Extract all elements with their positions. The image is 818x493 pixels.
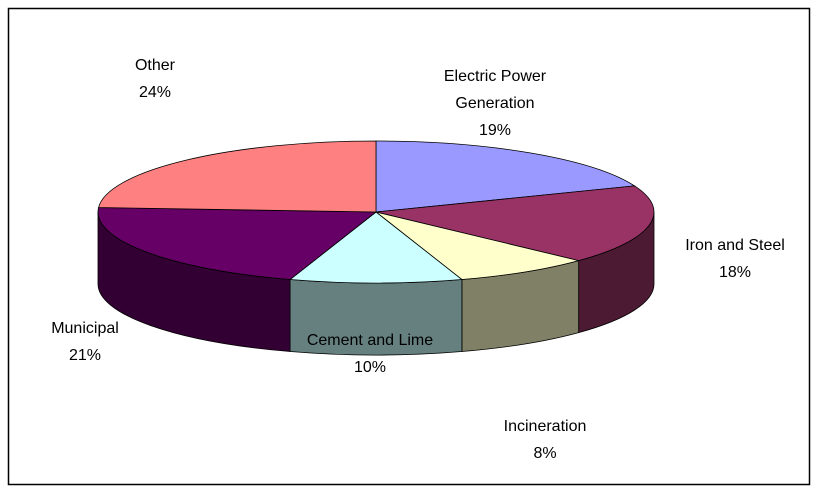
slice — [375, 211, 579, 280]
slice-label-group: Municipal 21% — [25, 315, 145, 369]
slice — [289, 211, 463, 284]
slice-label-group: Cement and Lime 10% — [280, 327, 460, 381]
value-label: 24% — [138, 84, 172, 101]
value-label: 10% — [353, 359, 387, 376]
slice-label-group: Iron and Steel 18% — [660, 232, 810, 286]
slice — [98, 140, 377, 213]
value-label: 8% — [533, 445, 557, 462]
category-label: Iron and Steel — [685, 237, 785, 254]
slice-label-group: Electric Power Generation 19% — [433, 63, 558, 144]
slice-label-group: Incineration 8% — [470, 413, 620, 467]
slice — [375, 185, 655, 262]
value-label: 21% — [68, 347, 102, 364]
value-label: 19% — [478, 122, 512, 139]
category-label: Municipal — [51, 320, 119, 337]
category-label: Incineration — [503, 418, 587, 435]
slice-label-group: Other 24% — [95, 52, 215, 106]
category-label: Electric Power Generation — [443, 68, 547, 112]
category-label: Other — [134, 57, 175, 74]
value-label: 18% — [718, 264, 752, 281]
slice — [375, 140, 636, 213]
slice — [97, 207, 378, 280]
category-label: Cement and Lime — [306, 332, 434, 349]
